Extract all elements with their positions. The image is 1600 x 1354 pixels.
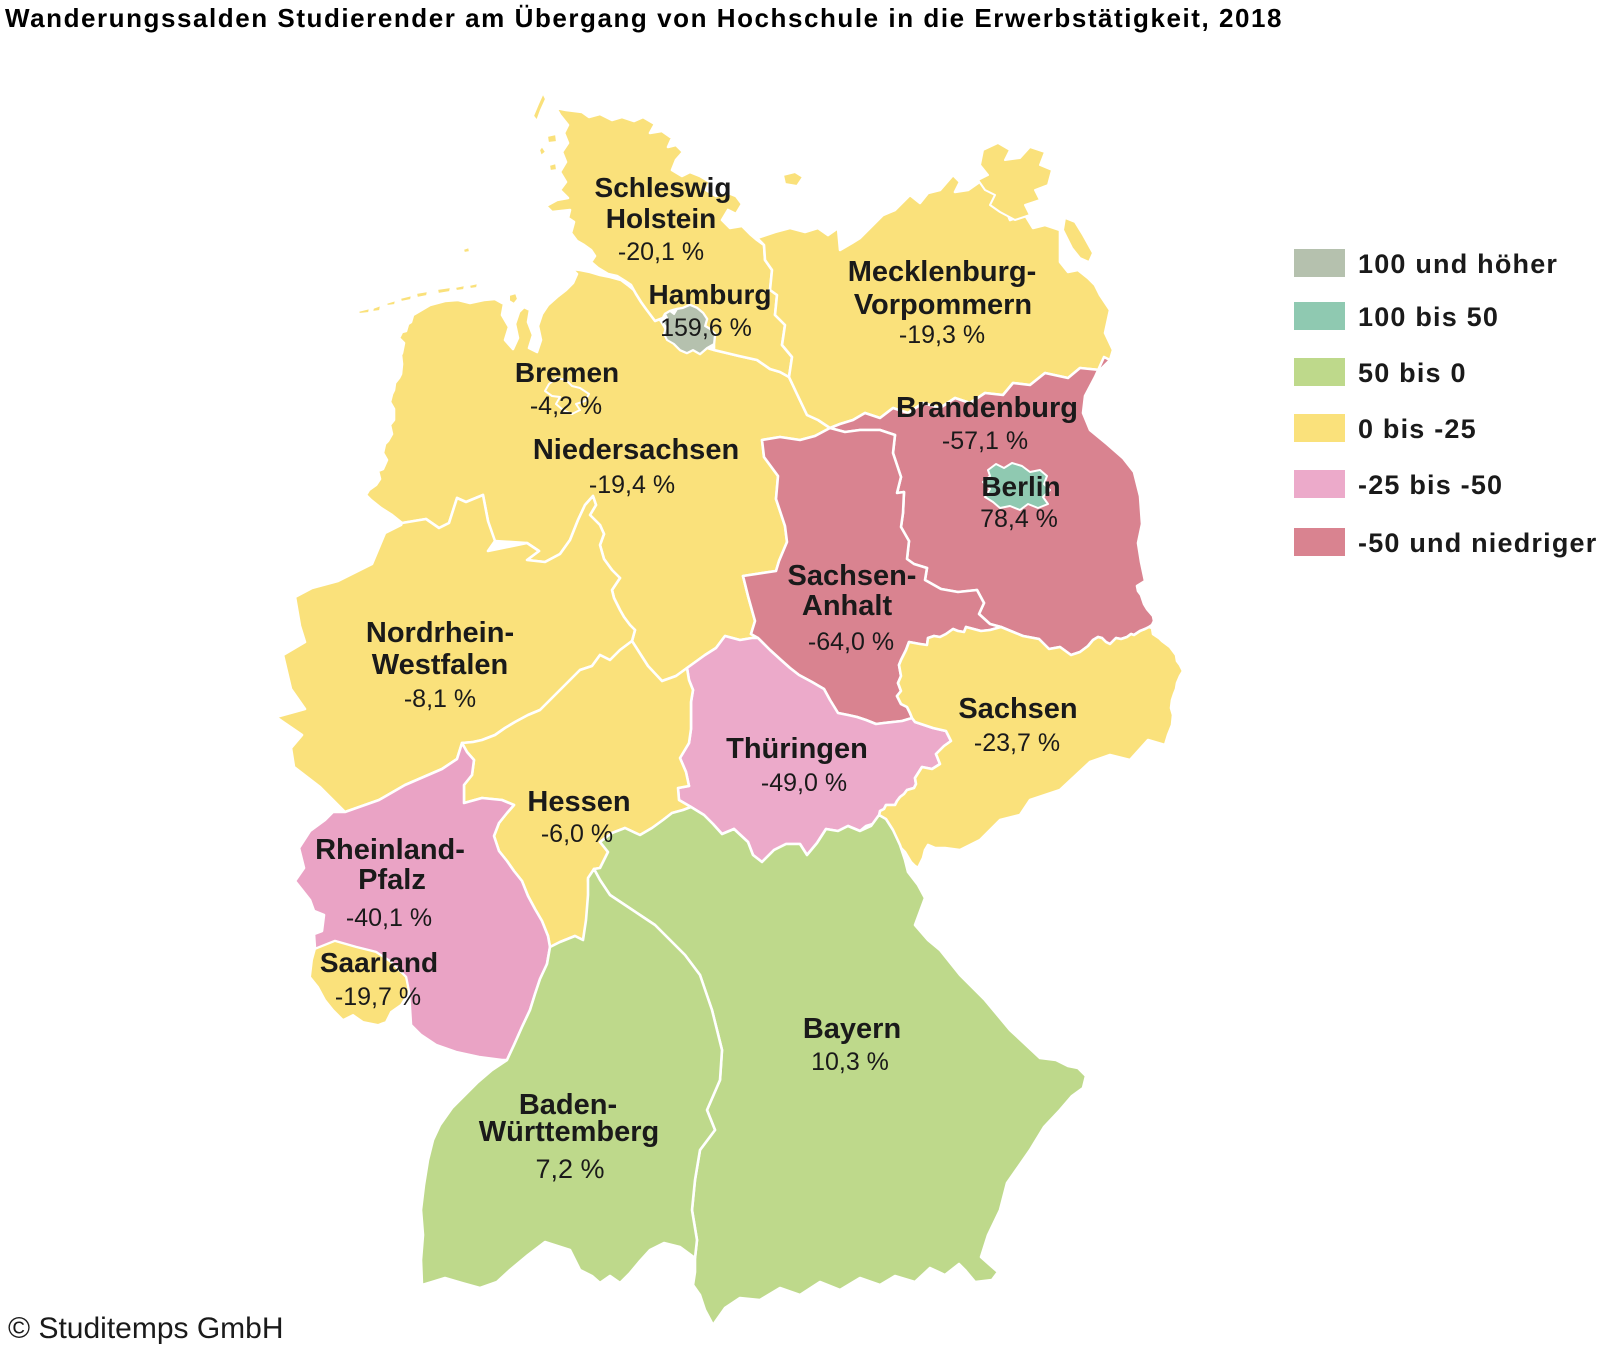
svg-text:-25 bis -50: -25 bis -50 xyxy=(1358,470,1503,500)
svg-text:-19,4 %: -19,4 % xyxy=(589,471,675,499)
svg-text:Vorpommern: Vorpommern xyxy=(854,289,1032,321)
svg-text:Anhalt: Anhalt xyxy=(802,590,893,622)
svg-text:159,6 %: 159,6 % xyxy=(660,314,752,342)
svg-text:Baden-: Baden- xyxy=(519,1089,617,1121)
svg-text:Hamburg: Hamburg xyxy=(649,279,772,310)
svg-text:100 und höher: 100 und höher xyxy=(1358,249,1558,279)
svg-text:-4,2 %: -4,2 % xyxy=(530,392,602,420)
svg-text:-23,7 %: -23,7 % xyxy=(974,729,1060,757)
svg-text:-20,1 %: -20,1 % xyxy=(618,238,704,266)
svg-text:Nordrhein-: Nordrhein- xyxy=(366,617,514,649)
svg-text:Bremen: Bremen xyxy=(515,357,619,388)
svg-text:-64,0 %: -64,0 % xyxy=(808,628,894,656)
svg-text:Berlin: Berlin xyxy=(981,471,1060,502)
svg-text:-19,3 %: -19,3 % xyxy=(899,321,985,349)
svg-text:Schleswig: Schleswig xyxy=(595,172,732,203)
svg-text:-8,1 %: -8,1 % xyxy=(404,685,476,713)
svg-text:50 bis 0: 50 bis 0 xyxy=(1358,358,1467,388)
svg-text:-49,0 %: -49,0 % xyxy=(761,769,847,797)
svg-text:Rheinland-: Rheinland- xyxy=(315,834,465,866)
svg-text:Brandenburg: Brandenburg xyxy=(896,392,1078,424)
svg-text:Württemberg: Württemberg xyxy=(479,1116,659,1148)
svg-text:100 bis 50: 100 bis 50 xyxy=(1358,302,1499,332)
svg-text:-40,1 %: -40,1 % xyxy=(346,904,432,932)
svg-text:Thüringen: Thüringen xyxy=(726,733,868,765)
svg-text:Holstein: Holstein xyxy=(606,203,716,234)
svg-text:10,3 %: 10,3 % xyxy=(811,1048,889,1076)
svg-text:Sachsen: Sachsen xyxy=(958,693,1077,725)
svg-text:78,4 %: 78,4 % xyxy=(980,505,1058,533)
svg-text:-50 und niedriger: -50 und niedriger xyxy=(1358,528,1597,558)
svg-text:Hessen: Hessen xyxy=(527,786,630,818)
svg-text:Sachsen-: Sachsen- xyxy=(788,560,917,592)
svg-text:-6,0 %: -6,0 % xyxy=(541,820,613,848)
svg-text:-19,7 %: -19,7 % xyxy=(335,983,421,1011)
svg-text:-57,1 %: -57,1 % xyxy=(942,427,1028,455)
svg-text:Bayern: Bayern xyxy=(803,1013,901,1045)
svg-text:Saarland: Saarland xyxy=(320,947,438,978)
svg-text:Mecklenburg-: Mecklenburg- xyxy=(848,256,1037,288)
svg-text:Westfalen: Westfalen xyxy=(372,649,508,681)
svg-text:Pfalz: Pfalz xyxy=(358,864,426,896)
svg-text:7,2 %: 7,2 % xyxy=(535,1154,604,1184)
svg-text:Niedersachsen: Niedersachsen xyxy=(533,434,739,466)
svg-text:0 bis -25: 0 bis -25 xyxy=(1358,414,1477,444)
